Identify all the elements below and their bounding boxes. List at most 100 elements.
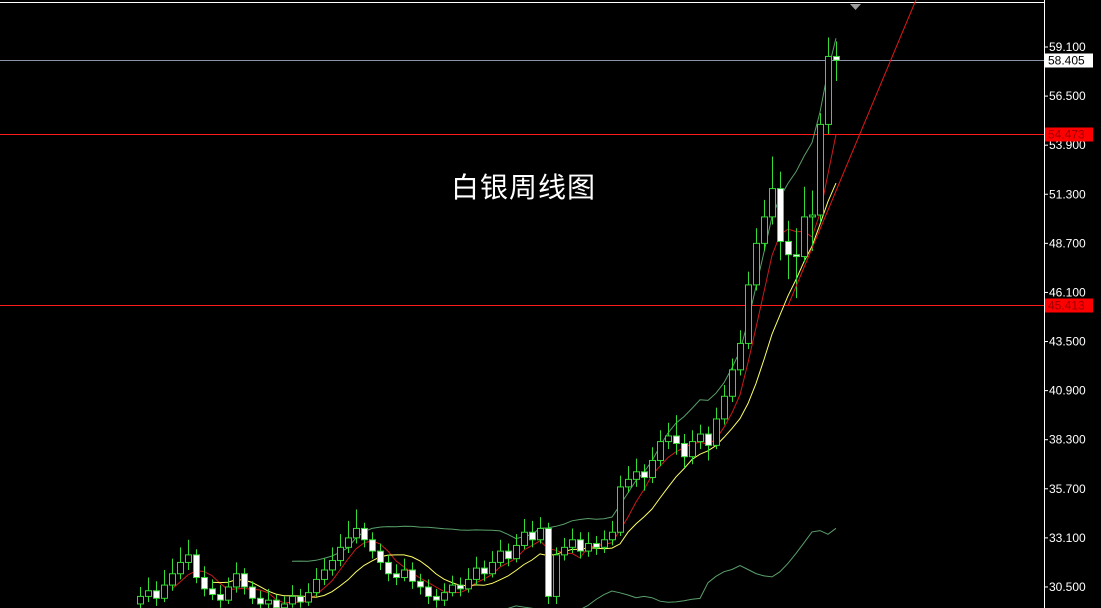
bull-candle-body — [825, 55, 832, 125]
bull-candle-body — [233, 573, 240, 588]
bear-candle-body — [681, 442, 688, 458]
bull-candle-body — [633, 471, 640, 480]
bear-candle-body — [409, 569, 416, 582]
bull-candle-body — [721, 395, 728, 420]
bull-candle-body — [441, 592, 448, 601]
bull-candle-body — [289, 595, 296, 605]
bull-candle-body — [169, 573, 176, 586]
bull-candle-body — [337, 546, 344, 562]
level-price-tag — [1045, 127, 1093, 142]
bear-candle-body — [249, 586, 256, 599]
bull-candle-body — [585, 543, 592, 552]
bull-candle-body — [761, 216, 768, 244]
bull-candle-body — [185, 554, 192, 563]
bull-candle-body — [817, 123, 824, 216]
shift-marker-icon[interactable] — [850, 4, 861, 10]
bear-candle-body — [273, 599, 280, 608]
bear-candle-body — [425, 586, 432, 597]
y-tick-label: 38.300 — [1049, 433, 1086, 447]
bear-candle-body — [777, 188, 784, 242]
bear-candle-body — [545, 527, 552, 597]
bear-candle-body — [793, 254, 800, 258]
bear-candle-body — [641, 471, 648, 478]
bear-candle-body — [297, 595, 304, 603]
bear-candle-body — [705, 433, 712, 446]
bull-candle-body — [345, 537, 352, 548]
bull-candle-body — [177, 561, 184, 575]
bull-candle-body — [713, 418, 720, 446]
bull-candle-body — [745, 284, 752, 344]
bull-candle-body — [737, 342, 744, 371]
level-price-tag — [1045, 298, 1093, 313]
bull-candle-body — [465, 578, 472, 590]
bull-candle-body — [225, 586, 232, 601]
bull-candle-body — [689, 441, 696, 458]
y-tick-label: 43.500 — [1049, 335, 1086, 349]
bull-candle-body — [649, 459, 656, 478]
y-tick-label: 59.100 — [1049, 40, 1086, 54]
bull-candle-body — [553, 554, 560, 597]
bear-candle-body — [377, 550, 384, 563]
bear-candle-body — [433, 595, 440, 601]
bear-candle-body — [361, 527, 368, 541]
bollinger-lower-line — [507, 527, 837, 608]
bull-candle-body — [321, 569, 328, 580]
bull-candle-body — [145, 590, 152, 597]
bull-candle-body — [801, 216, 808, 258]
bull-candle-body — [265, 599, 272, 605]
bear-candle-body — [257, 597, 264, 605]
y-tick-label: 51.300 — [1049, 187, 1086, 201]
bull-candle-body — [537, 527, 544, 541]
bull-candle-body — [809, 214, 816, 218]
bull-candle-body — [305, 592, 312, 603]
bear-candle-body — [393, 573, 400, 579]
y-tick-label: 33.100 — [1049, 531, 1086, 545]
bear-candle-body — [785, 240, 792, 256]
bull-candle-body — [449, 584, 456, 594]
bull-candle-body — [729, 369, 736, 397]
bull-candle-body — [161, 584, 168, 599]
bull-candle-body — [601, 539, 608, 548]
y-tick-label: 46.100 — [1049, 285, 1086, 299]
bear-candle-body — [369, 539, 376, 552]
bear-candle-body — [505, 550, 512, 560]
bear-candle-body — [673, 435, 680, 444]
bear-candle-body — [241, 573, 248, 588]
bull-candle-body — [513, 544, 520, 560]
y-tick-label: 48.700 — [1049, 236, 1086, 250]
bear-candle-body — [457, 584, 464, 590]
bull-candle-body — [313, 578, 320, 594]
level-price-label: 45.413 — [1048, 299, 1085, 313]
bear-candle-body — [217, 594, 224, 601]
bear-candle-body — [529, 531, 536, 541]
current-price-tag — [1045, 53, 1093, 68]
bear-candle-body — [201, 577, 208, 590]
ma-slow-line — [211, 182, 837, 598]
bull-candle-body — [561, 546, 568, 556]
bull-candle-body — [569, 539, 576, 548]
trendline — [787, 0, 917, 306]
bear-candle-body — [481, 567, 488, 575]
bear-candle-body — [385, 561, 392, 575]
y-tick-label: 35.700 — [1049, 482, 1086, 496]
bull-candle-body — [609, 531, 616, 541]
bull-candle-body — [617, 486, 624, 533]
chart-title: 白银周线图 — [451, 171, 597, 204]
bear-candle-body — [593, 543, 600, 548]
bear-candle-body — [833, 55, 840, 61]
bull-candle-body — [497, 550, 504, 563]
bear-candle-body — [153, 590, 160, 599]
bull-candle-body — [521, 531, 528, 546]
bear-candle-body — [193, 554, 200, 579]
level-price-label: 54.473 — [1048, 128, 1085, 142]
bull-candle-body — [137, 595, 144, 605]
bollinger-upper-line — [291, 38, 837, 562]
bull-candle-body — [353, 527, 360, 539]
bull-candle-body — [489, 561, 496, 575]
bear-candle-body — [417, 580, 424, 588]
bear-candle-body — [577, 539, 584, 552]
y-tick-label: 56.500 — [1049, 89, 1086, 103]
bear-candle-body — [209, 588, 216, 596]
bull-candle-body — [329, 560, 336, 571]
